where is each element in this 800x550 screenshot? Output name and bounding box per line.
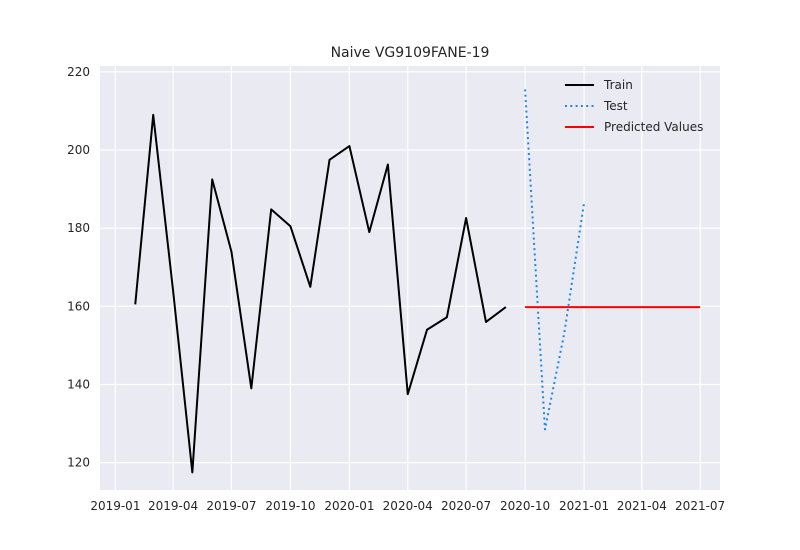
x-tick-label: 2021-07 bbox=[675, 499, 725, 513]
chart-title: Naive VG9109FANE-19 bbox=[331, 45, 490, 61]
x-tick-label: 2020-10 bbox=[500, 499, 550, 513]
x-tick-label: 2019-01 bbox=[90, 499, 140, 513]
x-tick-label: 2020-01 bbox=[324, 499, 374, 513]
x-tick-label: 2021-04 bbox=[617, 499, 667, 513]
x-tick-label: 2020-07 bbox=[441, 499, 491, 513]
legend-label: Train bbox=[603, 78, 633, 92]
x-tick-label: 2020-04 bbox=[383, 499, 433, 513]
series-line-train bbox=[134, 113, 507, 474]
x-tick-label: 2019-07 bbox=[206, 499, 256, 513]
y-tick-label: 140 bbox=[67, 377, 90, 391]
y-tick-label: 160 bbox=[67, 299, 90, 313]
legend-label: Predicted Values bbox=[604, 120, 703, 134]
y-tick-label: 120 bbox=[67, 456, 90, 470]
y-tick-label: 220 bbox=[67, 65, 90, 79]
legend: Train Test Predicted Values bbox=[565, 78, 703, 134]
x-tick-label: 2019-04 bbox=[148, 499, 198, 513]
x-tick-label: 2019-10 bbox=[265, 499, 315, 513]
x-axis: 2019-01 2019-04 2019-07 2019-10 2020-01 2020-… bbox=[90, 499, 725, 513]
y-tick-label: 180 bbox=[67, 221, 90, 235]
legend-label: Test bbox=[603, 99, 628, 113]
series-line-test bbox=[524, 89, 586, 431]
y-tick-label: 200 bbox=[67, 143, 90, 157]
x-tick-label: 2021-01 bbox=[559, 499, 609, 513]
y-axis: 120 140 160 180 200 220 bbox=[67, 65, 90, 470]
plot-area bbox=[100, 66, 720, 490]
series-layer bbox=[134, 89, 701, 474]
